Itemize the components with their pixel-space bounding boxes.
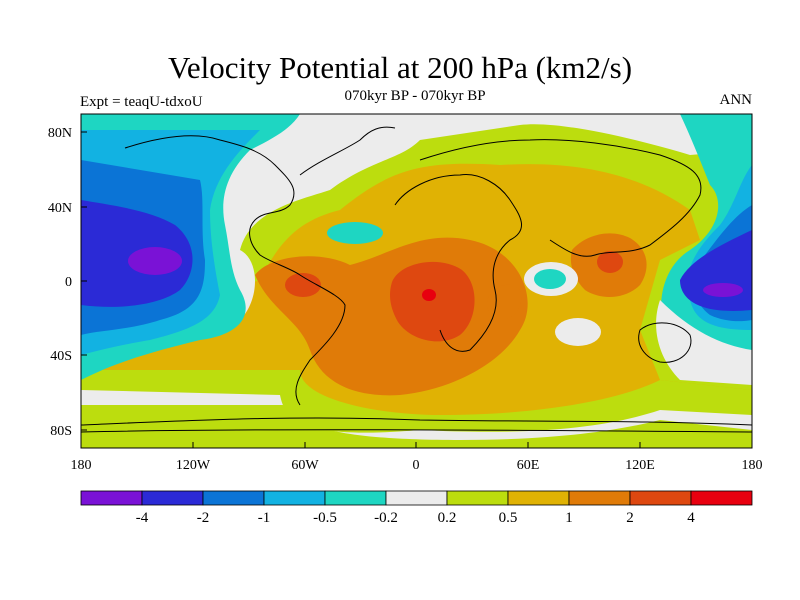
- colorbar-labels: -4 -2 -1 -0.5 -0.2 0.2 0.5 1 2 4: [136, 510, 696, 526]
- y-axis-labels: 80N 40N 0 40S 80S: [48, 126, 72, 439]
- colorbar-label: -2: [197, 510, 210, 526]
- colorbar-box: [507, 490, 570, 506]
- colorbar-label: 0.2: [438, 510, 457, 526]
- contour-fill-neutral-north: [81, 114, 752, 360]
- x-tick-label: 120E: [625, 458, 655, 473]
- y-tick-label: 40S: [50, 349, 72, 364]
- contour-fill-atlantic-red: [390, 261, 475, 342]
- contour-fill-indian-south-grey: [555, 318, 601, 346]
- experiment-label: Expt = teaqU-tdxoU: [80, 94, 203, 110]
- colorbar-box: [690, 490, 753, 506]
- map-title: Velocity Potential at 200 hPa (km2/s): [167, 50, 633, 85]
- contour-fill-south-edge: [81, 405, 752, 448]
- contour-field: [81, 114, 752, 448]
- colorbar-box: [324, 490, 387, 506]
- colorbar-box: [568, 490, 631, 506]
- y-tick-label: 80S: [50, 424, 72, 439]
- map-subtitle: 070kyr BP - 070kyr BP: [344, 88, 486, 104]
- africa-coastline: [394, 174, 522, 352]
- greenland-coastline: [299, 126, 396, 176]
- colorbar-box: [263, 490, 326, 506]
- x-axis-ticks: [80, 442, 753, 448]
- contour-fill-east-grey: [656, 300, 752, 385]
- colorbar-label: -0.5: [313, 510, 337, 526]
- colorbar-label: -1: [258, 510, 271, 526]
- colorbar-label: 0.5: [499, 510, 518, 526]
- contour-fill-west-purple: [128, 247, 182, 275]
- contour-fill-sa-red: [285, 273, 321, 297]
- colorbar-box: [446, 490, 509, 506]
- season-label: ANN: [719, 92, 753, 108]
- x-tick-label: 60E: [517, 458, 540, 473]
- colorbar-box: [80, 490, 143, 506]
- contour-fill-east-purple: [703, 283, 743, 297]
- colorbar-box: [202, 490, 265, 506]
- y-axis-ticks: [81, 131, 87, 431]
- colorbar-label: -4: [136, 510, 149, 526]
- contour-fill-indian-cyan: [534, 269, 566, 289]
- colorbar: -4 -2 -1 -0.5 -0.2 0.2 0.5 1 2 4: [80, 490, 753, 526]
- x-tick-label: 120W: [176, 458, 211, 473]
- y-tick-label: 40N: [48, 201, 72, 216]
- antarctica-inner-coastline: [81, 429, 752, 433]
- colorbar-label: 2: [626, 510, 634, 526]
- x-tick-label: 0: [413, 458, 420, 473]
- colorbar-box: [385, 490, 448, 506]
- colorbar-label: 4: [687, 510, 695, 526]
- colorbar-label: -0.2: [374, 510, 398, 526]
- colorbar-boxes: [80, 490, 753, 506]
- eurasia-coastline: [419, 139, 702, 257]
- y-tick-label: 80N: [48, 126, 72, 141]
- antarctica-coastline: [81, 417, 752, 426]
- y-tick-label: 0: [65, 275, 72, 290]
- x-tick-label: 60W: [291, 458, 319, 473]
- australia-coastline: [638, 322, 692, 363]
- colorbar-box: [141, 490, 204, 506]
- colorbar-label: 1: [565, 510, 573, 526]
- contour-fill-max-red: [422, 289, 436, 301]
- contour-fill-asia-red: [597, 251, 623, 273]
- contour-fill-atlantic-cyan: [327, 222, 383, 244]
- colorbar-box: [629, 490, 692, 506]
- x-tick-label: 180: [742, 458, 763, 473]
- x-tick-label: 180: [71, 458, 92, 473]
- americas-coastline: [124, 135, 346, 406]
- x-axis-labels: 180 120W 60W 0 60E 120E 180: [71, 458, 763, 473]
- coastlines: [81, 126, 752, 433]
